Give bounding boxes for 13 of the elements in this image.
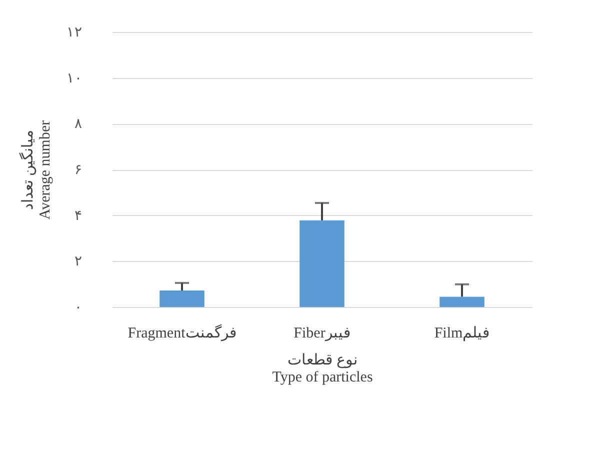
y-tick-label: ۰	[74, 300, 82, 316]
x-tick-label: Fiberفیبر	[294, 326, 350, 342]
y-tick-label: ۴	[74, 208, 82, 224]
x-tick-label: Filmفیلم	[434, 326, 490, 342]
y-tick-label: ۲	[74, 254, 82, 270]
y-tick-label: ۶	[74, 163, 82, 178]
bar	[440, 296, 484, 307]
y-tick-label: ۱۲	[66, 26, 82, 40]
y-tick-label: ۸	[74, 117, 82, 132]
x-tick-label: Fragmentفرگمنت	[128, 324, 236, 342]
bar	[160, 290, 204, 307]
y-tick-label: ۱۰	[66, 71, 82, 86]
bar	[300, 220, 344, 307]
